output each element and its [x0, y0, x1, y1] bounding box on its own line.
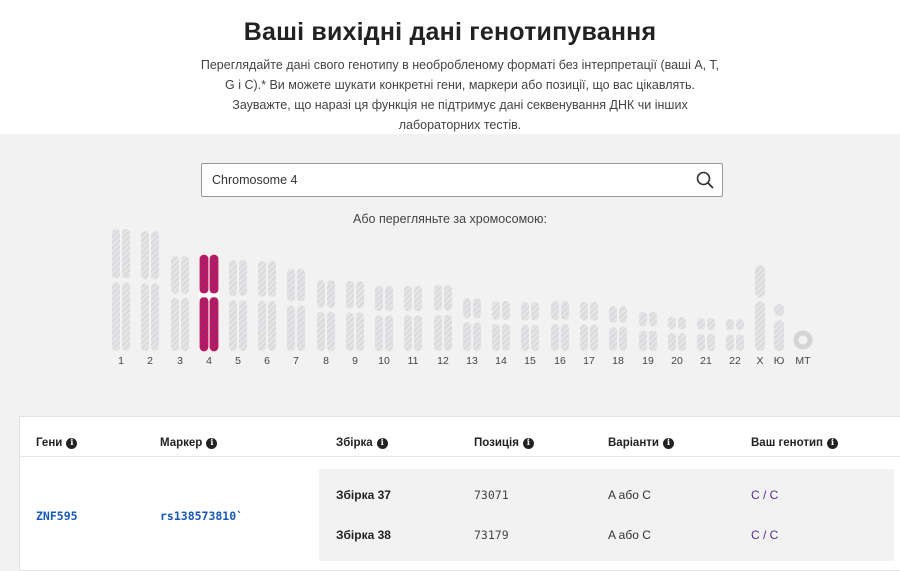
chromosome-МТ[interactable]: МТ: [793, 330, 813, 367]
info-icon[interactable]: i: [206, 437, 218, 449]
search-box[interactable]: [201, 163, 723, 197]
chromosome-14[interactable]: 14: [492, 301, 510, 367]
chromosome-21[interactable]: 21: [697, 318, 715, 367]
info-icon[interactable]: i: [376, 437, 388, 449]
chromosome-1[interactable]: 1: [112, 229, 130, 367]
build-name: Збірка 37: [336, 488, 391, 502]
col-header-position: Позиція i: [474, 437, 534, 449]
chromosome-label: 22: [729, 355, 741, 367]
chromosome-label: 10: [378, 355, 390, 367]
chromosome-label: 9: [352, 355, 358, 367]
chromosome-10[interactable]: 10: [375, 286, 393, 367]
intro-text: Переглядайте дані свого генотипу в необр…: [200, 58, 720, 132]
chromosome-8[interactable]: 8: [317, 280, 335, 367]
chromosome-label: 14: [495, 355, 507, 367]
chromosome-label: 8: [323, 355, 329, 367]
chromosome-22[interactable]: 22: [726, 319, 744, 367]
info-icon[interactable]: i: [827, 437, 838, 449]
chromosome-Ю[interactable]: Ю: [774, 304, 785, 367]
chromosome-label: X: [756, 355, 763, 367]
chromosome-label: 21: [700, 355, 712, 367]
variants-value: A або C: [608, 488, 651, 502]
chromosome-6[interactable]: 6: [258, 261, 276, 367]
chromosome-4[interactable]: 4: [199, 254, 219, 367]
chromosome-label: 15: [524, 355, 536, 367]
build-name: Збірка 38: [336, 528, 391, 542]
chromosome-label: 16: [554, 355, 566, 367]
chromosome-17[interactable]: 17: [580, 302, 598, 367]
chromosome-label: 5: [235, 355, 241, 367]
marker-link[interactable]: rs138573810`: [160, 509, 244, 523]
chromosome-label: 6: [264, 355, 270, 367]
chromosome-9[interactable]: 9: [346, 281, 364, 367]
chromosome-label: 13: [466, 355, 478, 367]
chromosome-5[interactable]: 5: [229, 260, 247, 367]
search-input[interactable]: [212, 164, 682, 196]
col-header-build: Збірка i: [336, 437, 388, 449]
chromosome-label: 17: [583, 355, 595, 367]
chromosome-15[interactable]: 15: [521, 302, 539, 367]
variants-value: A або C: [608, 528, 651, 542]
chromosome-13[interactable]: 13: [463, 298, 481, 367]
chromosome-label: Ю: [774, 355, 785, 367]
chromosome-label: 7: [293, 355, 299, 367]
chromosome-label: 2: [147, 355, 153, 367]
build-details-panel: [319, 469, 894, 561]
chromosome-11[interactable]: 11: [404, 286, 422, 367]
col-header-marker: Маркер i: [160, 437, 218, 449]
page-header: Ваші вихідні дані генотипування Перегляд…: [0, 0, 900, 134]
chromosome-X[interactable]: X: [755, 265, 765, 367]
position-value: 73179: [474, 528, 509, 542]
table-header-divider: [20, 456, 900, 457]
chromosome-16[interactable]: 16: [551, 301, 569, 367]
chromosome-18[interactable]: 18: [609, 306, 627, 367]
col-header-genotype: Ваш генотип i: [751, 437, 838, 449]
info-icon[interactable]: i: [522, 437, 534, 449]
chromosome-label: 3: [177, 355, 183, 367]
chromosome-20[interactable]: 20: [668, 317, 686, 367]
gene-link[interactable]: ZNF595: [36, 509, 78, 523]
chromosome-label: 1: [118, 355, 124, 367]
chromosome-label: 11: [408, 355, 419, 367]
chromosome-ideogram: 1 2 3 4 5 6 7 8 9 10 11 12 13 14 15 16 17 18 19 20 21 22 X Ю МТ: [112, 229, 813, 367]
chromosome-label: МТ: [795, 355, 811, 367]
col-header-genes: Гени i: [36, 437, 78, 449]
col-header-variants: Варіанти i: [608, 437, 674, 449]
chromosome-12[interactable]: 12: [434, 285, 452, 367]
chromosome-7[interactable]: 7: [287, 269, 305, 367]
position-value: 73071: [474, 488, 509, 502]
search-icon[interactable]: [696, 171, 714, 189]
genotype-value: C / C: [751, 488, 779, 502]
chromosome-label: 4: [206, 355, 212, 367]
browse-by-chromosome-label: Або перегляньте за хромосомою:: [353, 212, 547, 226]
chromosome-19[interactable]: 19: [639, 312, 657, 367]
chromosome-2[interactable]: 2: [141, 231, 159, 367]
chromosome-label: 12: [437, 355, 449, 367]
chromosome-3[interactable]: 3: [171, 256, 189, 367]
chromosome-label: 20: [671, 355, 683, 367]
chromosome-label: 18: [612, 355, 624, 367]
chromosome-label: 19: [642, 355, 654, 367]
genotype-value: C / C: [751, 528, 779, 542]
page-title: Ваші вихідні дані генотипування: [243, 18, 657, 46]
info-icon[interactable]: i: [66, 437, 78, 449]
info-icon[interactable]: i: [662, 437, 674, 449]
